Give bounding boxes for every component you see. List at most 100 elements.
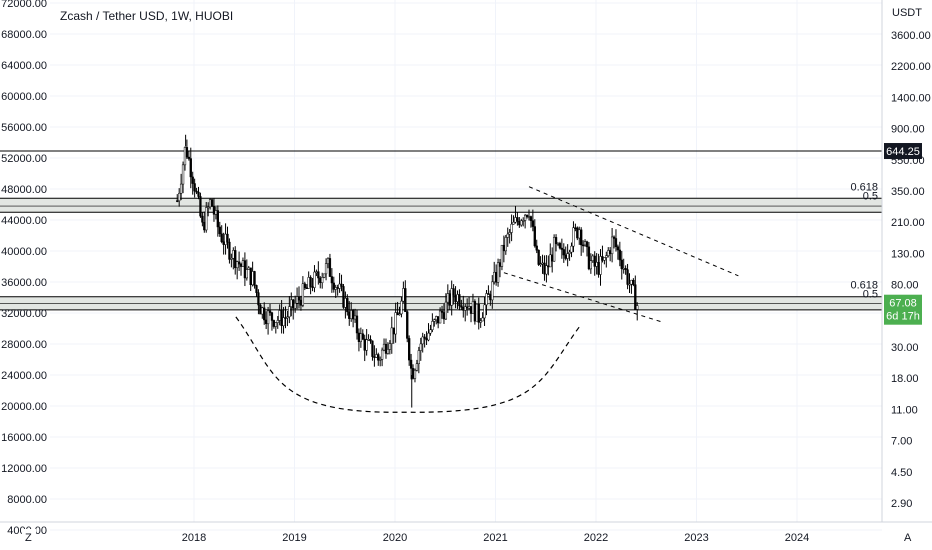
candle-body — [326, 258, 330, 264]
candle-body — [321, 277, 324, 283]
candle-body — [510, 223, 513, 233]
candle-body — [205, 207, 208, 231]
candle-body — [282, 317, 285, 327]
candle-body — [317, 271, 320, 279]
candle-body — [493, 272, 496, 283]
candle-body — [525, 214, 529, 217]
candle-body — [295, 296, 299, 304]
candle-body — [626, 269, 629, 285]
left-tick-label: 72000.00 — [1, 0, 47, 10]
candle-body — [564, 254, 567, 259]
candle-body — [506, 233, 509, 238]
candle-body — [236, 261, 239, 269]
fib-label: 0.5 — [863, 289, 878, 301]
candle-body — [357, 332, 361, 342]
candle-body — [636, 305, 639, 310]
candle-body — [375, 354, 378, 358]
candle-body — [224, 233, 227, 245]
candle-body — [232, 250, 235, 259]
candle-body — [207, 206, 210, 209]
corner-right-label[interactable]: A — [904, 532, 912, 544]
candle-body — [489, 294, 492, 301]
right-tick-label: 7.00 — [891, 436, 912, 448]
zones — [0, 150, 882, 311]
countdown-text: 6d 17h — [886, 311, 920, 323]
candle-body — [539, 263, 542, 265]
left-tick-label: 8000.00 — [7, 494, 47, 506]
candle-body — [610, 236, 614, 255]
candle-body — [634, 284, 637, 310]
candle-body — [311, 286, 314, 288]
left-tick-label: 28000.00 — [1, 339, 47, 351]
candle-body — [344, 298, 347, 308]
candle-body — [576, 227, 579, 239]
candle-body — [462, 306, 465, 311]
candle-body — [187, 156, 190, 159]
candle-body — [481, 317, 484, 322]
right-tick-label: 3600.00 — [891, 30, 931, 42]
candle-body — [630, 279, 633, 285]
candle-body — [522, 220, 525, 222]
candle-body — [245, 269, 248, 279]
candle-body — [363, 338, 366, 351]
candle-body — [293, 302, 297, 309]
candle-body — [272, 320, 276, 327]
candle-body — [176, 200, 179, 202]
candle-body — [404, 288, 407, 312]
upper-zone — [0, 198, 882, 213]
right-tick-label: 80.00 — [891, 280, 919, 292]
left-tick-label: 64000.00 — [1, 60, 47, 72]
candle-body — [276, 320, 279, 323]
candle-body — [456, 294, 459, 302]
candle-body — [355, 315, 359, 334]
candle-body — [278, 310, 281, 321]
candle-body — [346, 298, 349, 313]
candle-body — [377, 354, 380, 361]
fib-label: 0.618 — [850, 280, 878, 292]
candle-body — [301, 283, 305, 306]
corner-left-label[interactable]: Z — [25, 532, 32, 544]
candle-body — [280, 310, 283, 327]
candle-body — [460, 305, 463, 308]
level-price-tag[interactable] — [884, 143, 922, 160]
candle-body — [433, 319, 436, 322]
candle-body — [543, 262, 546, 275]
candle-body — [475, 303, 478, 322]
candle-body — [181, 164, 185, 185]
candle-body — [435, 316, 438, 320]
x-tick-label: 2018 — [182, 532, 206, 544]
candle-body — [259, 304, 262, 315]
candle-body — [599, 256, 602, 275]
candle-body — [568, 251, 571, 254]
left-tick-label: 20000.00 — [1, 401, 47, 413]
candle-body — [265, 319, 268, 325]
candle-body — [452, 288, 455, 296]
candle-body — [396, 312, 399, 316]
corner-left-box[interactable] — [22, 529, 36, 545]
level-price-text: 644.25 — [886, 146, 920, 158]
candle-body — [622, 268, 625, 270]
current-price-text: 67.08 — [889, 298, 917, 310]
left-tick-label: 12000.00 — [1, 463, 47, 475]
trend-lines — [503, 186, 739, 323]
candle-body — [319, 277, 322, 283]
candle-body — [529, 216, 533, 221]
candle-body — [400, 300, 403, 315]
x-tick-label: 2022 — [584, 532, 608, 544]
candle-body — [189, 158, 192, 178]
candle-body — [234, 250, 237, 269]
current-price-tag[interactable] — [884, 294, 922, 325]
candle-body — [427, 332, 430, 341]
candle-body — [438, 310, 442, 324]
candle-body — [547, 265, 550, 268]
arc-layer — [235, 316, 580, 413]
candle-body — [448, 293, 451, 306]
candle-body — [286, 316, 289, 319]
candle-body — [419, 343, 422, 351]
candle-body — [607, 250, 610, 256]
candle-body — [421, 336, 424, 345]
